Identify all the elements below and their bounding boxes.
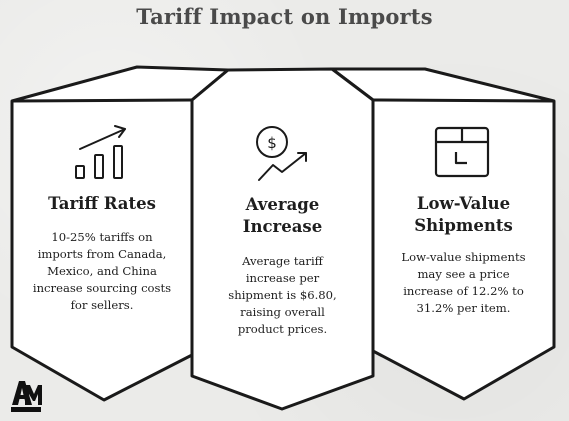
panel-title-tariff-rates: Tariff Rates [48,194,156,213]
panel-body-average-increase: Average tariff increase per shipment is … [228,254,337,336]
page-title: Tariff Impact on Imports [136,4,433,29]
bar-chart-trend-icon [75,125,126,179]
panel-center-shape [190,67,375,411]
panel-body-low-value-shipments: Low-value shipments may see a price incr… [401,250,526,315]
package-box-icon [434,126,490,178]
am-monogram-logo [11,381,42,412]
dollar-growth-icon [256,126,307,181]
dollar-sign-glyph: $ [267,134,277,152]
panel-body-tariff-rates: 10-25% tariffs on imports from Canada, M… [32,230,172,312]
panel-title-low-value-shipments: Low-Value Shipments [414,194,513,235]
panel-title-average-increase: Average Increase [242,195,323,236]
